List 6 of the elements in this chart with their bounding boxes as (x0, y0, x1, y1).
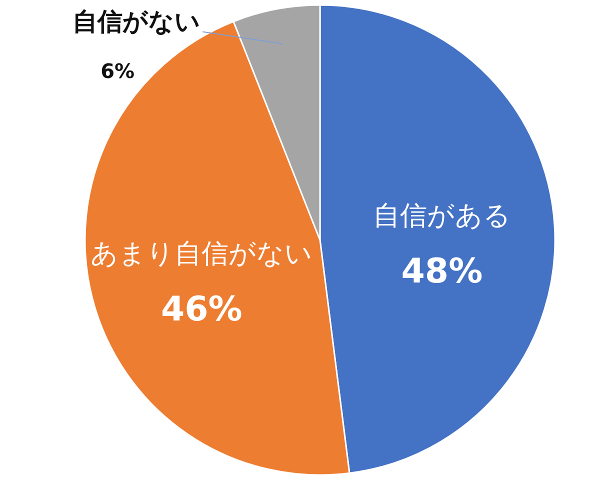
data-label: 46% (160, 289, 242, 330)
slice-label: 自信がない (72, 6, 201, 36)
data-label: 6% (100, 58, 135, 83)
data-label: 48% (401, 251, 483, 292)
slice-label: 自信がある (372, 200, 511, 232)
slice-label: あまり自信がない (90, 238, 313, 270)
